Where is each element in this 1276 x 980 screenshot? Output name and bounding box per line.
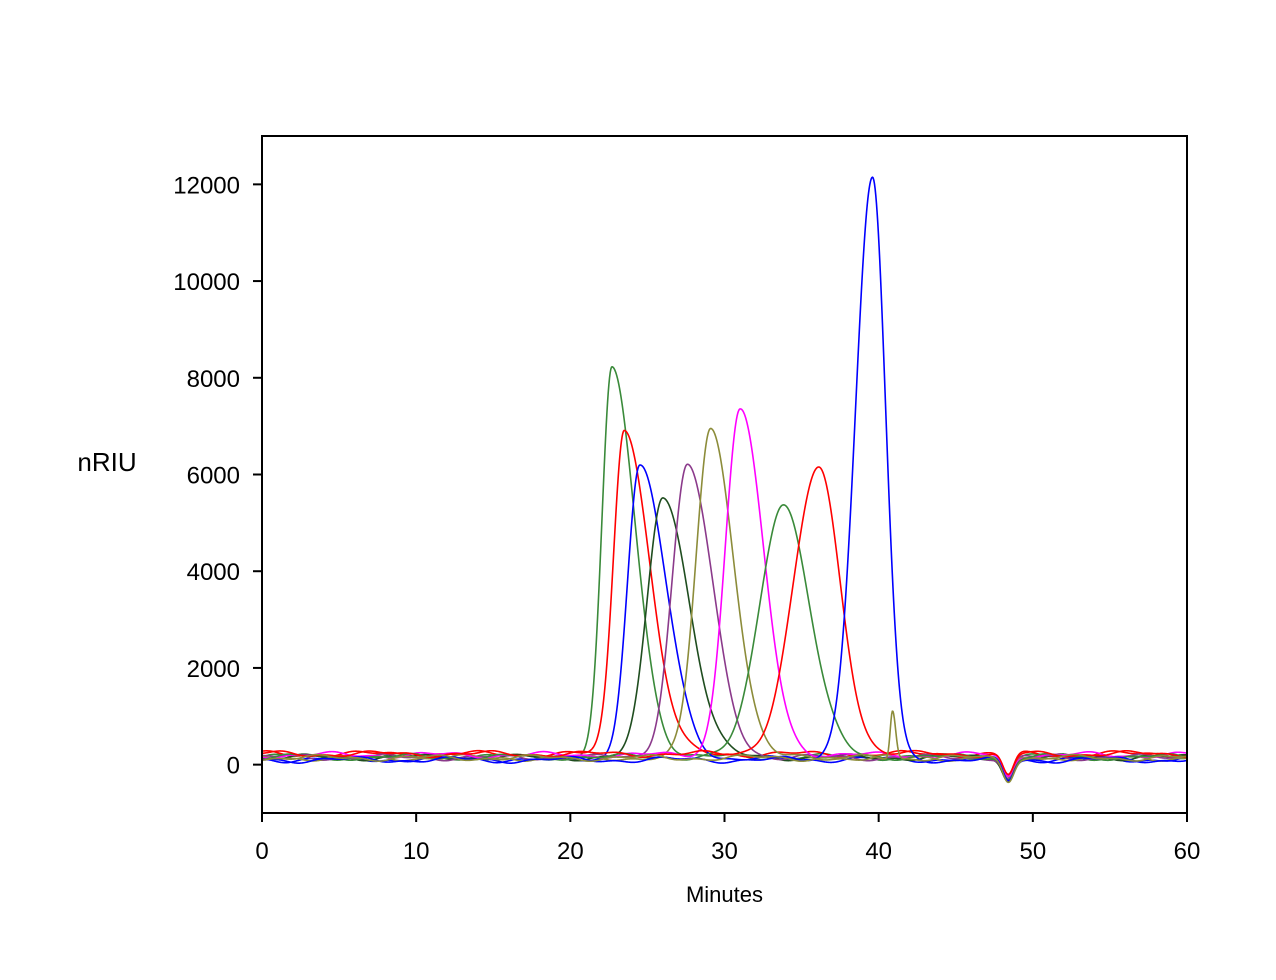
series-line: [261, 176, 1188, 782]
y-tick-label: 0: [227, 753, 240, 780]
y-tick-label: 4000: [187, 559, 240, 586]
tick-layer: 0 10 20 30 40 50 60 0 2000 4000 6000 8000 10000 12000: [173, 172, 1200, 865]
y-tick-label: 8000: [187, 366, 240, 393]
y-tick-label: 12000: [173, 172, 240, 199]
x-tick-label: 20: [557, 838, 584, 865]
x-axis-label: Minutes: [686, 882, 763, 907]
y-tick-label: 6000: [187, 463, 240, 490]
x-tick-label: 0: [255, 838, 268, 865]
y-axis-label: nRIU: [77, 447, 136, 477]
x-tick-label: 60: [1174, 838, 1201, 865]
x-tick-label: 50: [1019, 838, 1046, 865]
y-tick-label: 10000: [173, 269, 240, 296]
series-layer: [261, 176, 1188, 784]
x-tick-label: 10: [403, 838, 430, 865]
x-tick-label: 40: [865, 838, 892, 865]
series-line: [261, 466, 1188, 776]
x-tick-label: 30: [711, 838, 738, 865]
y-tick-label: 2000: [187, 656, 240, 683]
series-line: [261, 710, 1188, 784]
